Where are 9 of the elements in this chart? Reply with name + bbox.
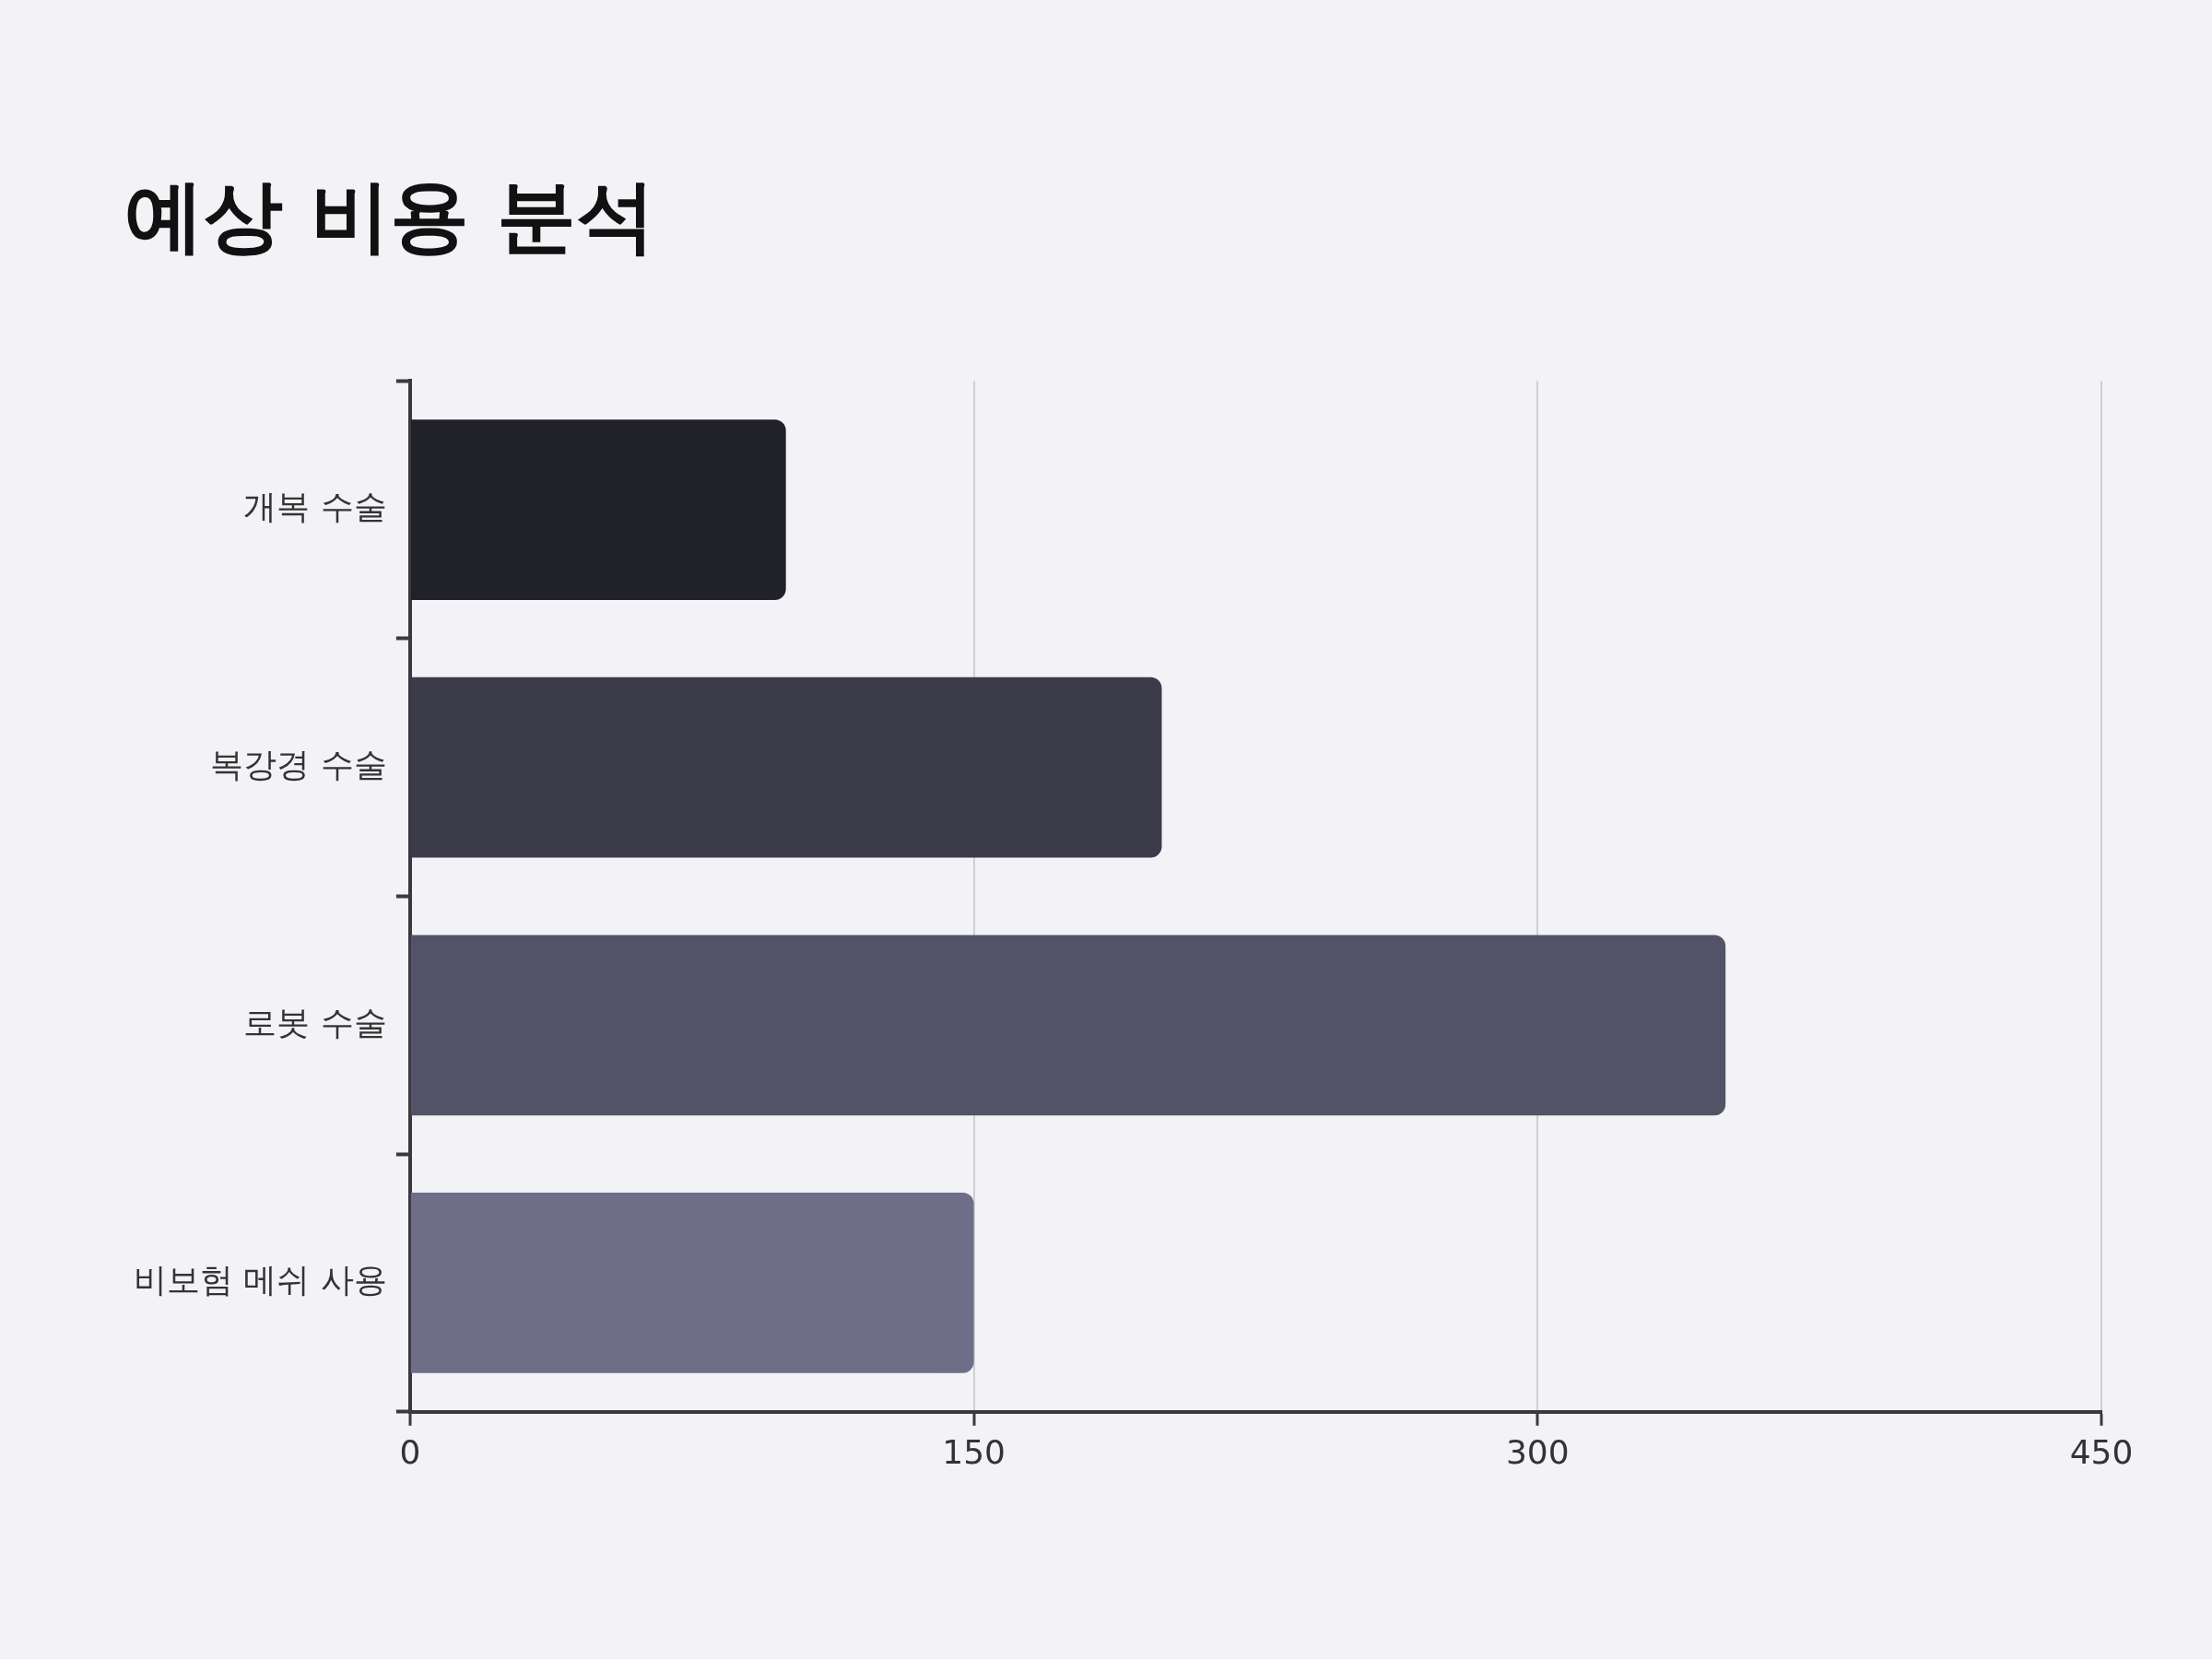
y-tick-label: 로봇 수술 xyxy=(243,1003,387,1041)
chart-title: 예상 비용 분석 xyxy=(124,169,655,262)
x-tick-label: 300 xyxy=(1505,1432,1570,1471)
x-tick-label: 150 xyxy=(942,1432,1006,1471)
x-tick-label: 0 xyxy=(399,1432,421,1471)
y-tick-label: 비보험 메쉬 사용 xyxy=(134,1261,387,1300)
x-tick-label: 450 xyxy=(2069,1432,2134,1471)
y-tick-label: 복강경 수술 xyxy=(210,746,387,784)
y-tick-label: 개복 수술 xyxy=(243,488,387,526)
